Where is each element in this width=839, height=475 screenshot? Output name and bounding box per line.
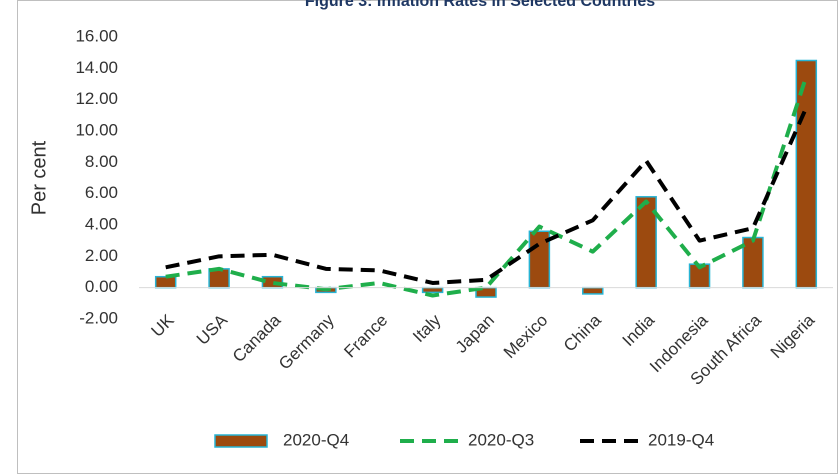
bar xyxy=(742,236,764,289)
chart-border xyxy=(17,0,838,474)
y-tick-label: 0.00 xyxy=(85,277,118,296)
legend-label: 2020-Q3 xyxy=(468,430,534,449)
y-tick-label: 8.00 xyxy=(85,152,118,171)
chart-title: Figure 3: Inflation Rates in Selected Co… xyxy=(305,0,655,10)
x-tick-label: France xyxy=(340,311,391,362)
y-tick-label: 2.00 xyxy=(85,246,118,265)
y-axis-title: Per cent xyxy=(28,140,50,215)
y-tick-label: 12.00 xyxy=(75,89,118,108)
legend-label: 2019-Q4 xyxy=(648,430,714,449)
x-tick-label: Mexico xyxy=(500,311,552,363)
y-tick-label: 14.00 xyxy=(75,58,118,77)
x-tick-label: Germany xyxy=(275,310,338,373)
x-tick-label: USA xyxy=(193,310,232,349)
y-tick-label: -2.00 xyxy=(79,308,118,327)
legend-swatch xyxy=(214,434,268,448)
x-tick-label: India xyxy=(619,310,659,350)
bar xyxy=(421,286,444,294)
y-tick-label: 10.00 xyxy=(75,120,118,139)
x-tick-label: China xyxy=(560,310,605,355)
legend-label: 2020-Q4 xyxy=(283,430,349,449)
line xyxy=(165,106,809,285)
line xyxy=(165,75,809,298)
x-tick-label: Nigeria xyxy=(767,310,819,362)
y-tick-label: 16.00 xyxy=(75,26,118,45)
x-tick-label: Japan xyxy=(452,311,498,357)
bar xyxy=(154,275,177,289)
x-tick-label: UK xyxy=(148,310,179,341)
y-tick-label: 4.00 xyxy=(85,214,118,233)
bar xyxy=(582,286,604,295)
y-tick-label: 6.00 xyxy=(85,183,118,202)
x-tick-label: Italy xyxy=(409,310,445,346)
